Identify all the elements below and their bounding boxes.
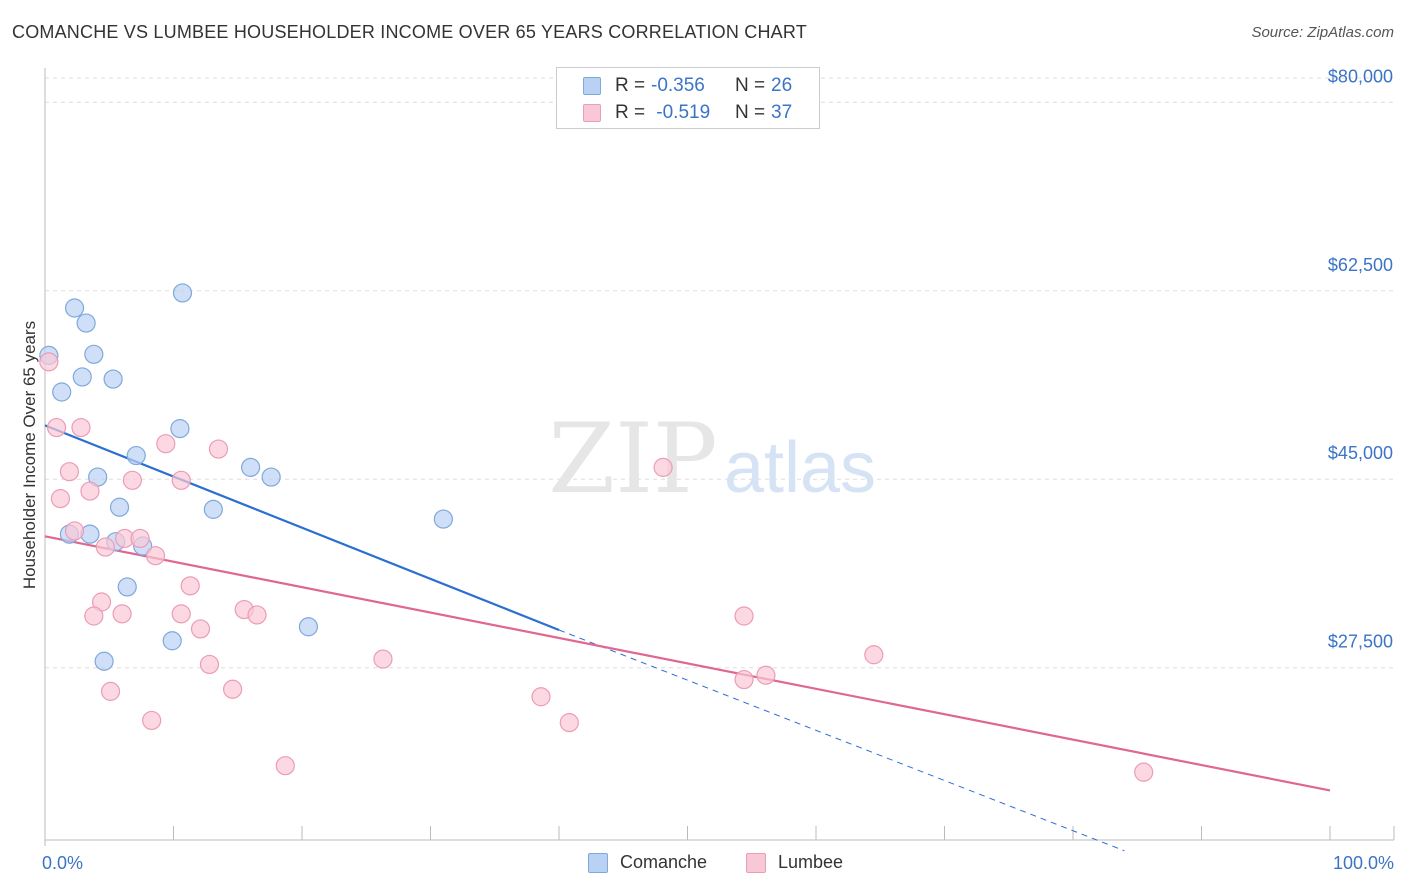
legend-row-comanche: R = -0.356 N = 26 <box>557 74 819 100</box>
lumbee-point <box>199 654 220 675</box>
legend-n-value: 37 <box>771 102 793 123</box>
lumbee-point <box>142 710 162 731</box>
legend-r-label: R = <box>615 102 646 123</box>
chart-title: COMANCHE VS LUMBEE HOUSEHOLDER INCOME OV… <box>12 22 807 42</box>
y-tick-label: $45,000 <box>1328 443 1393 463</box>
lumbee-point <box>95 537 115 557</box>
data-points <box>39 283 1154 782</box>
lumbee-point <box>275 756 295 776</box>
comanche-point <box>126 445 146 466</box>
comanche-trend-line <box>44 424 560 632</box>
legend-n-value: 26 <box>771 75 793 96</box>
legend-r-label: R = <box>615 75 646 96</box>
lumbee-point <box>531 687 551 707</box>
comanche-point <box>52 382 72 402</box>
comanche-point <box>94 651 114 671</box>
comanche-point <box>84 344 104 364</box>
legend-label-lumbee: Lumbee <box>778 852 844 872</box>
lumbee-point <box>122 470 142 490</box>
grid-lines <box>45 77 1394 669</box>
axes <box>44 68 1395 846</box>
comanche-point <box>241 457 261 477</box>
comanche-point <box>109 497 130 517</box>
tick-labels: $27,500 $45,000 $62,500 $80,000 0.0% 100.0% <box>42 66 1394 873</box>
comanche-swatch-icon <box>583 77 601 95</box>
lumbee-point <box>559 713 579 733</box>
comanche-point <box>80 524 100 544</box>
comanche-point <box>433 509 453 529</box>
lumbee-point <box>64 521 85 541</box>
legend-row-lumbee: R = -0.519 N = 37 <box>557 101 819 127</box>
comanche-point <box>170 419 190 439</box>
legend-r-value: -0.356 <box>651 75 705 96</box>
comanche-point <box>203 499 223 519</box>
lumbee-point <box>190 619 211 639</box>
comanche-point <box>72 367 92 387</box>
lumbee-point <box>180 576 200 596</box>
lumbee-point <box>171 604 191 624</box>
comanche-point <box>172 283 193 303</box>
lumbee-point <box>80 481 100 501</box>
legend-label-comanche: Comanche <box>620 852 708 872</box>
watermark: ZIP atlas <box>548 403 876 515</box>
comanche-point <box>261 467 281 487</box>
comanche-point <box>76 313 96 333</box>
lumbee-point <box>247 605 267 625</box>
lumbee-point <box>1134 762 1154 782</box>
y-axis-label: Householder Income Over 65 years <box>20 320 39 590</box>
comanche-point <box>64 298 85 318</box>
watermark-zip: ZIP <box>548 403 717 515</box>
comanche-trend-extension <box>558 629 1125 852</box>
legend-n-label: N = <box>735 102 766 123</box>
lumbee-point <box>100 681 121 701</box>
lumbee-trend-line <box>44 535 1331 792</box>
lumbee-point <box>223 679 243 699</box>
lumbee-point <box>50 489 71 509</box>
lumbee-point <box>130 528 150 549</box>
lumbee-point <box>156 434 176 454</box>
watermark-atlas: atlas <box>724 428 876 508</box>
x-tick-label-left: 0.0% <box>42 853 83 873</box>
y-tick-label: $27,500 <box>1328 632 1393 652</box>
lumbee-swatch-icon <box>583 104 601 122</box>
legend-r-value: -0.519 <box>651 102 711 123</box>
comanche-point <box>117 577 137 597</box>
lumbee-point <box>864 645 884 665</box>
comanche-point <box>162 631 182 651</box>
comanche-point <box>298 617 319 637</box>
correlation-legend: R = -0.356 N = 26 R = -0.519 N = 37 <box>556 67 820 129</box>
comanche-point <box>103 369 123 389</box>
lumbee-point <box>46 417 67 438</box>
lumbee-point <box>373 649 393 669</box>
lumbee-point <box>145 546 166 566</box>
y-tick-label: $62,500 <box>1328 255 1393 275</box>
lumbee-point <box>208 439 229 459</box>
legend-n-label: N = <box>735 75 766 96</box>
lumbee-point <box>756 665 776 685</box>
lumbee-point <box>734 606 754 626</box>
lumbee-point <box>112 604 132 624</box>
source-label: Source: ZipAtlas.com <box>1251 24 1394 41</box>
x-tick-label-right: 100.0% <box>1333 853 1394 873</box>
comanche-swatch-icon <box>588 853 608 873</box>
lumbee-point <box>653 457 673 477</box>
lumbee-point <box>734 669 754 690</box>
lumbee-point <box>59 462 80 482</box>
lumbee-point <box>171 470 191 490</box>
lumbee-swatch-icon <box>746 853 766 873</box>
lumbee-point <box>39 352 59 372</box>
lumbee-point <box>84 606 104 626</box>
y-tick-label: $80,000 <box>1328 66 1393 86</box>
lumbee-point <box>71 417 91 438</box>
